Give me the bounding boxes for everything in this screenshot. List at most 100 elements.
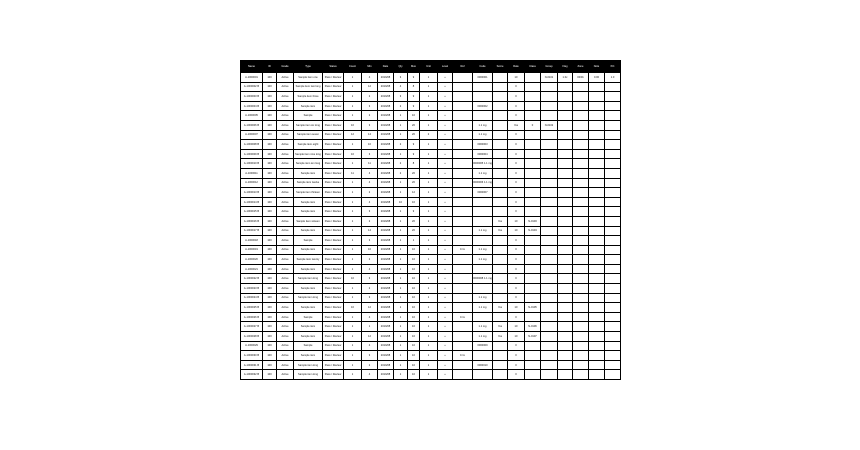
table-cell [572, 215, 589, 227]
table-cell [588, 263, 605, 275]
table-cell: N-0101 [540, 72, 558, 83]
table-cell: 1 [343, 177, 362, 189]
table-cell: N-0107 [524, 331, 541, 342]
table-cell: 2019/08 [377, 311, 394, 323]
table-cell: 2019/08 [377, 359, 394, 371]
table-cell [588, 215, 605, 227]
table-cell: 1 [419, 359, 438, 371]
table-cell: 10 [407, 321, 420, 333]
table-cell: A-1000009 B [240, 148, 263, 160]
table-cell [604, 129, 621, 141]
table-cell: 20 [407, 225, 420, 237]
table-cell [540, 148, 558, 160]
table-cell: 10 [407, 292, 420, 304]
table-cell: 1 [343, 369, 362, 380]
table-cell: 100 [262, 273, 277, 285]
table-cell [452, 292, 473, 304]
table-row: A-1000002 B 100 Active Sample item two long… [240, 81, 621, 93]
table-cell [588, 187, 605, 198]
table-cell: 0 [507, 187, 525, 198]
table-cell: + [437, 235, 453, 246]
table-cell [557, 254, 573, 265]
table-cell [492, 235, 508, 246]
table-cell: 100 [262, 215, 277, 227]
table-row: A-1000025 B 100 Active Sample item Pass / Re… [240, 302, 621, 313]
table-cell [557, 158, 573, 169]
table-cell: 1 [419, 273, 438, 285]
table-cell: N-0104 [524, 225, 541, 237]
table-cell: Active [276, 100, 294, 112]
table-cell: + [437, 369, 453, 380]
table-cell: Active [276, 110, 294, 121]
header-cell: Unit [419, 60, 438, 73]
table-cell [604, 110, 621, 121]
table-row: A-1000018 100 Active Sample Pass / Review 1 3 2… [240, 235, 621, 246]
data-table: Name ID Grade Type Status Count Min Date Qty Max U… [240, 60, 621, 380]
table-cell: 10 [361, 244, 378, 256]
table-cell [452, 72, 473, 83]
table-cell [540, 283, 558, 294]
table-cell: Sample item one [293, 72, 323, 83]
table-cell: Pass / Review [322, 350, 344, 361]
table-cell: 2 [393, 167, 408, 179]
table-cell [452, 81, 473, 93]
table-cell [604, 91, 621, 102]
table-cell: 1 [343, 244, 362, 256]
table-cell: Pass / Review [322, 72, 344, 83]
table-cell [604, 215, 621, 227]
table-cell: 100 [262, 235, 277, 246]
table-cell [472, 235, 493, 246]
table-cell [588, 244, 605, 256]
table-cell [472, 263, 493, 275]
table-cell: 100 [262, 100, 277, 112]
table-cell [572, 158, 589, 169]
table-cell: 1 [343, 215, 362, 227]
table-cell: 1 [393, 110, 408, 121]
table-cell: 1 [343, 263, 362, 275]
table-cell [492, 167, 508, 179]
table-cell: Pass / Review [322, 206, 344, 217]
table-cell [492, 91, 508, 102]
table-cell [492, 110, 508, 121]
table-cell: 100 [262, 139, 277, 150]
table-cell: + [437, 129, 453, 141]
table-cell: 0 [507, 244, 525, 256]
table-cell: 1 [419, 254, 438, 265]
table-cell: 1 [343, 235, 362, 246]
table-cell [492, 81, 508, 93]
table-cell: 1 [419, 100, 438, 112]
table-cell: 2019/08 [377, 148, 394, 160]
header-cell: Class [524, 60, 541, 73]
header-cell: Type [293, 60, 323, 73]
table-cell: 2019/08 [377, 254, 394, 265]
table-cell: 100 [262, 91, 277, 102]
table-cell: 10 [343, 302, 362, 313]
table-cell: 3 [393, 91, 408, 102]
table-cell: Active [276, 244, 294, 256]
table-cell [557, 177, 573, 189]
table-cell: Active [276, 158, 294, 169]
table-cell [524, 100, 541, 112]
table-cell [557, 235, 573, 246]
table-cell [588, 167, 605, 179]
table-cell: 3 [361, 292, 378, 304]
table-cell [572, 369, 589, 380]
table-cell [572, 119, 589, 131]
table-cell: 2019/08 [377, 302, 394, 313]
table-cell: 1 [419, 139, 438, 150]
table-cell: Active [276, 331, 294, 342]
table-cell [604, 331, 621, 342]
table-cell: 3 [361, 350, 378, 361]
table-cell: Sample item [293, 350, 323, 361]
header-cell: Ref [452, 60, 473, 73]
header-cell: Qty [393, 60, 408, 73]
table-cell: Active [276, 302, 294, 313]
table-cell [492, 254, 508, 265]
table-cell [588, 110, 605, 121]
table-cell: 10 [507, 321, 525, 333]
table-cell [452, 369, 473, 380]
table-cell: 9 [407, 100, 420, 112]
table-cell: 10 [407, 254, 420, 265]
table-cell [604, 225, 621, 237]
